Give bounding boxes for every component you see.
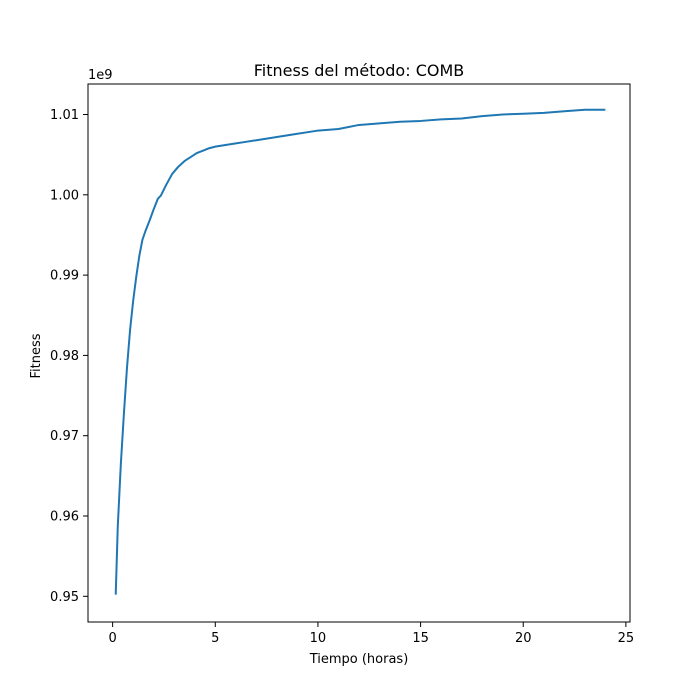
y-tick-label: 0.96 [50, 510, 79, 525]
x-tick-label: 20 [515, 631, 532, 646]
x-tick-label: 15 [412, 631, 429, 646]
y-tick-label: 0.99 [50, 269, 79, 284]
chart-title: Fitness del método: COMB [254, 61, 465, 80]
y-tick-label: 0.95 [50, 590, 79, 605]
x-axis: 0 5 10 15 20 25 [108, 622, 634, 646]
y-axis-offset-label: 1e9 [88, 68, 113, 83]
y-tick-label: 0.98 [50, 349, 79, 364]
y-axis-label: Fitness [29, 333, 44, 378]
axes-frame [87, 83, 631, 623]
fitness-series-line [114, 108, 606, 595]
x-tick-label: 5 [211, 631, 219, 646]
y-tick-label: 0.97 [50, 429, 79, 444]
x-tick-label: 0 [108, 631, 116, 646]
x-tick-label: 25 [618, 631, 635, 646]
x-axis-label: Tiempo (horas) [309, 652, 409, 667]
y-tick-label: 1.00 [50, 188, 79, 203]
y-axis: 0.95 0.96 0.97 0.98 0.99 1.00 1.01 [50, 108, 88, 605]
plot-area [114, 108, 606, 595]
x-tick-label: 10 [310, 631, 327, 646]
y-tick-label: 1.01 [50, 108, 79, 123]
